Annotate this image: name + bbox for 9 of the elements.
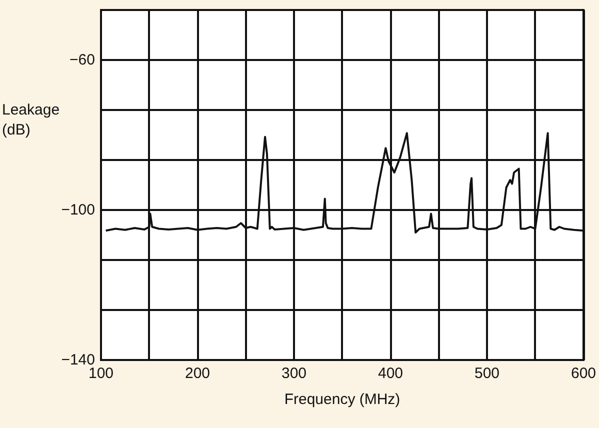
x-tick-label: 600 [570, 365, 596, 382]
x-tick-label: 200 [184, 365, 210, 382]
y-axis-title: Leakage (dB) [2, 102, 60, 138]
x-axis-title: Frequency (MHz) [284, 391, 400, 408]
x-tick-label: 400 [378, 365, 404, 382]
x-tick-label: 500 [474, 365, 500, 382]
y-tick-label: −60 [70, 51, 95, 68]
y-tick-label: −100 [61, 201, 95, 218]
x-tick-label: 300 [281, 365, 307, 382]
